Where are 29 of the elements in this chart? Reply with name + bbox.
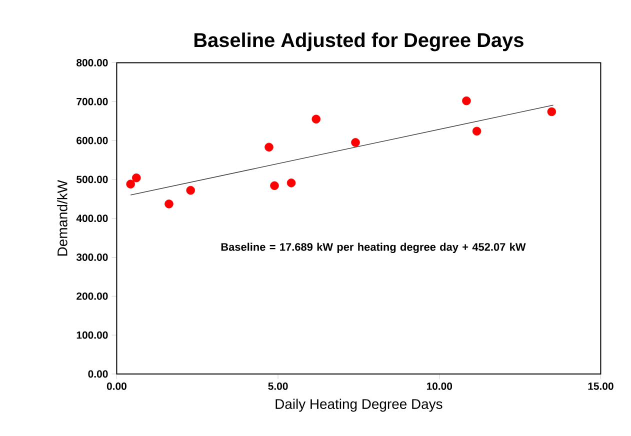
point — [286, 178, 296, 188]
x-tick-label: 0.00 — [106, 382, 126, 390]
point — [264, 142, 274, 152]
y-tick-label: 400.00 — [76, 214, 108, 222]
y-tick-label: 500.00 — [76, 176, 108, 184]
point — [126, 180, 135, 188]
point — [547, 107, 556, 116]
point — [312, 114, 320, 124]
y-tick-label: 700.00 — [76, 98, 108, 106]
y-tick-label: 600.00 — [76, 136, 108, 144]
x-tick-label: 15.00 — [588, 382, 614, 390]
chart-title: Baseline Adjusted for Degree Days — [194, 32, 524, 52]
y-tick-label: 300.00 — [76, 254, 108, 261]
y-tick-label: 200.00 — [76, 292, 108, 300]
point — [132, 173, 141, 182]
x-axis-title: Daily Heating Degree Days — [276, 398, 442, 412]
point — [472, 126, 482, 136]
x-tick-label: 10.00 — [426, 382, 452, 390]
point — [186, 186, 195, 195]
y-tick-label: 800.00 — [76, 58, 108, 66]
y-tick-label: 0.00 — [88, 370, 108, 378]
y-axis-title: Demand/kW — [57, 180, 68, 256]
y-tick-label: 100.00 — [76, 331, 108, 339]
point — [270, 181, 279, 190]
x-tick-label: 5.00 — [268, 382, 288, 390]
annotation: Baseline = 17.689 kW per heating degree day + 452.07 kW — [221, 242, 526, 254]
point — [351, 138, 360, 147]
point — [164, 200, 174, 208]
point — [462, 96, 471, 106]
